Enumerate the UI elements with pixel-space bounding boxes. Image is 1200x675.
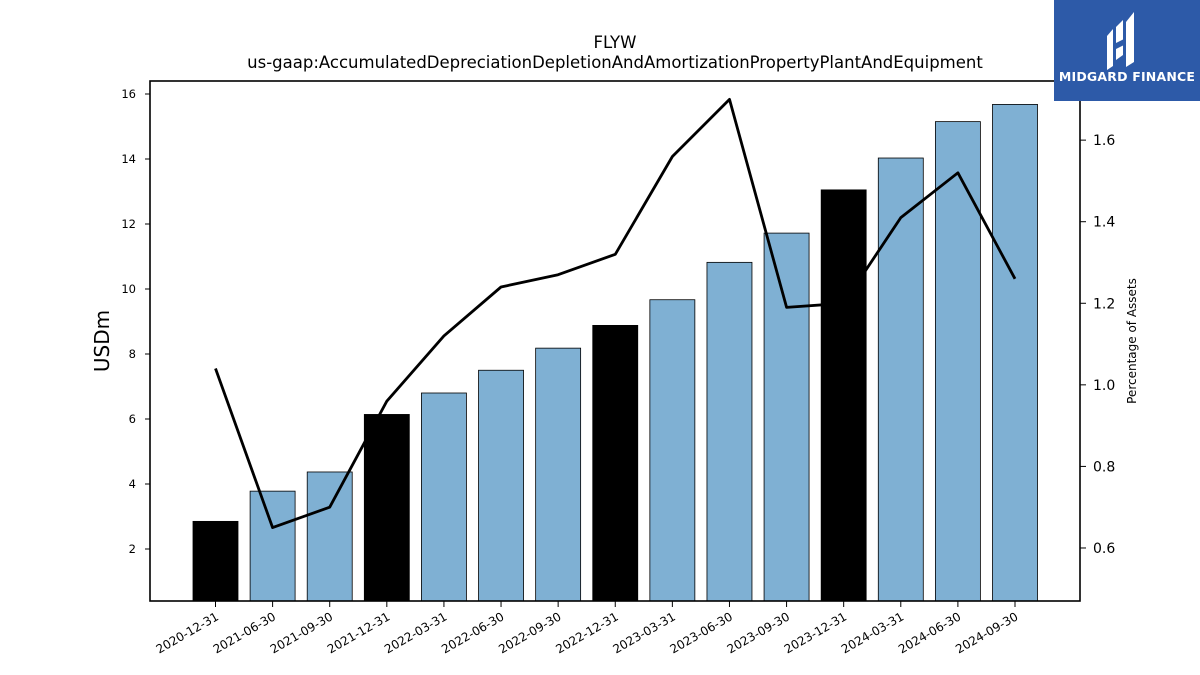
y-tick-label: 8 — [129, 347, 136, 361]
bar-2024-03-31 — [877, 157, 924, 602]
y2-tick-label: 1.6 — [1093, 133, 1115, 149]
y-tick-label: 6 — [129, 412, 136, 426]
y2-tick-label: 0.8 — [1093, 459, 1115, 475]
y-tick-label: 10 — [121, 282, 136, 296]
x-tick-label: 2023-03-31 — [610, 609, 677, 656]
percentage-line — [214, 98, 1017, 529]
y-tick-label: 2 — [129, 542, 136, 556]
x-tick-label: 2020-12-31 — [154, 609, 221, 656]
y-axis-label: USDm — [90, 310, 114, 372]
y-tick-label: 14 — [121, 152, 136, 166]
x-tick-label: 2024-06-30 — [896, 609, 963, 656]
y2-tick-label: 1.2 — [1093, 296, 1115, 312]
x-tick-label: 2022-03-31 — [382, 609, 449, 656]
y-tick-label: 12 — [121, 217, 136, 231]
y-tick-label: 4 — [129, 477, 136, 491]
bar-2020-12-31 — [192, 520, 239, 602]
x-tick-label: 2022-06-30 — [439, 609, 506, 656]
bar-2023-12-31 — [820, 189, 867, 602]
y-tick-label: 16 — [121, 87, 136, 101]
x-tick-label: 2022-12-31 — [553, 609, 620, 656]
bar-2024-09-30 — [992, 104, 1038, 602]
bar-2022-03-31 — [421, 392, 467, 602]
x-tick-label: 2024-03-31 — [839, 609, 906, 656]
bar-2023-09-30 — [763, 232, 810, 602]
bar-2023-03-31 — [649, 299, 696, 602]
x-tick-label: 2022-09-30 — [496, 609, 563, 656]
midgard-finance-logo: MIDGARD FINANCE — [1054, 0, 1200, 101]
y2-tick-label: 1.0 — [1093, 378, 1115, 394]
x-tick-label: 2021-09-30 — [268, 609, 335, 656]
bar-2022-12-31 — [592, 324, 639, 602]
x-tick-label: 2023-12-31 — [782, 609, 849, 656]
y2-tick-label: 0.6 — [1093, 541, 1115, 557]
x-tick-label: 2023-09-30 — [725, 609, 792, 656]
bar-2022-06-30 — [478, 369, 524, 602]
y2-axis-label: Percentage of Assets — [1125, 278, 1139, 404]
bar-2021-06-30 — [249, 490, 296, 602]
x-tick-label: 2021-12-31 — [325, 609, 392, 656]
chart-title: FLYW — [594, 33, 637, 52]
x-tick-label: 2023-06-30 — [668, 609, 735, 656]
midgard-logo-icon — [1107, 12, 1134, 70]
bar-2023-06-30 — [706, 261, 753, 602]
bar-2021-09-30 — [306, 471, 353, 602]
bar-2024-06-30 — [934, 121, 981, 602]
y2-tick-label: 1.4 — [1093, 215, 1115, 231]
logo-text: MIDGARD FINANCE — [1058, 69, 1196, 84]
x-tick-label: 2021-06-30 — [211, 609, 278, 656]
bar-2021-12-31 — [363, 414, 410, 602]
bar-2022-09-30 — [535, 347, 582, 602]
x-tick-label: 2024-09-30 — [953, 609, 1020, 656]
chart-subtitle: us-gaap:AccumulatedDepreciationDepletion… — [247, 53, 983, 72]
